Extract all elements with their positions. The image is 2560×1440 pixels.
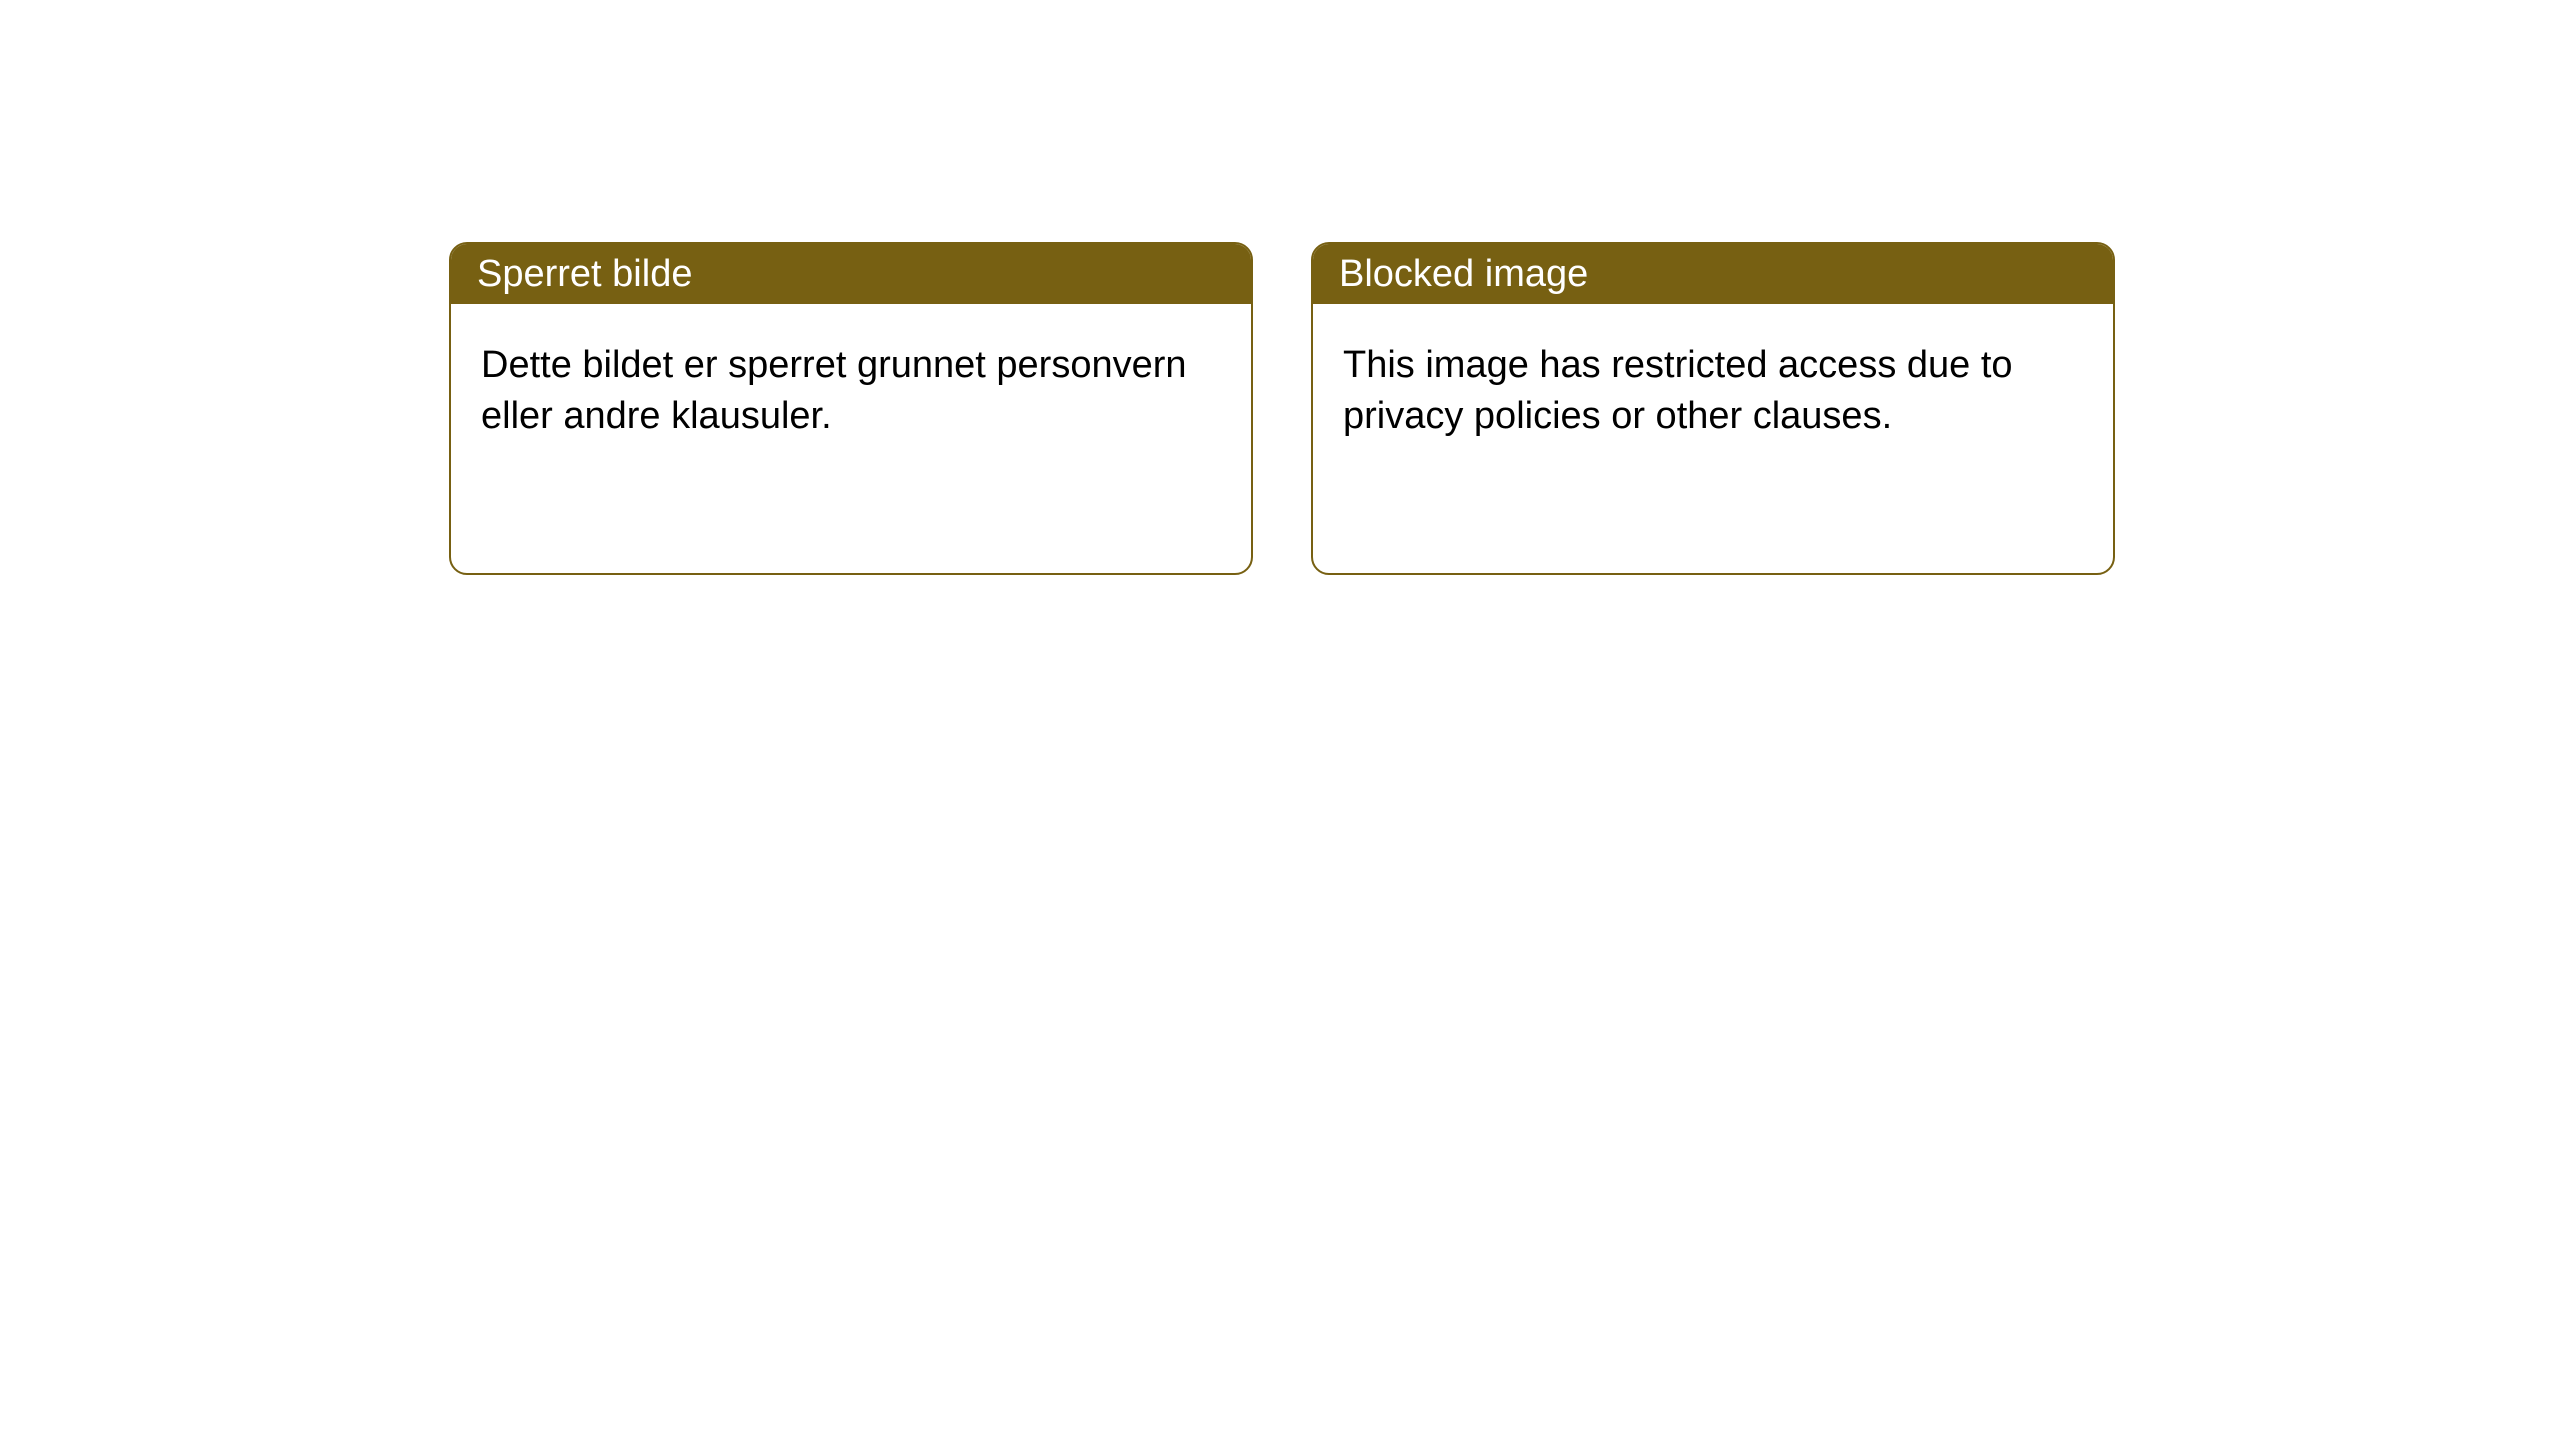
- message-body-text-english: This image has restricted access due to …: [1343, 344, 2013, 437]
- message-header-english: Blocked image: [1313, 244, 2113, 304]
- message-title-english: Blocked image: [1339, 253, 1588, 296]
- message-body-english: This image has restricted access due to …: [1313, 304, 2113, 479]
- message-box-english: Blocked image This image has restricted …: [1311, 242, 2115, 575]
- message-header-norwegian: Sperret bilde: [451, 244, 1251, 304]
- message-title-norwegian: Sperret bilde: [477, 253, 692, 296]
- message-body-norwegian: Dette bildet er sperret grunnet personve…: [451, 304, 1251, 479]
- message-boxes-container: Sperret bilde Dette bildet er sperret gr…: [0, 0, 2560, 575]
- message-body-text-norwegian: Dette bildet er sperret grunnet personve…: [481, 344, 1187, 437]
- message-box-norwegian: Sperret bilde Dette bildet er sperret gr…: [449, 242, 1253, 575]
